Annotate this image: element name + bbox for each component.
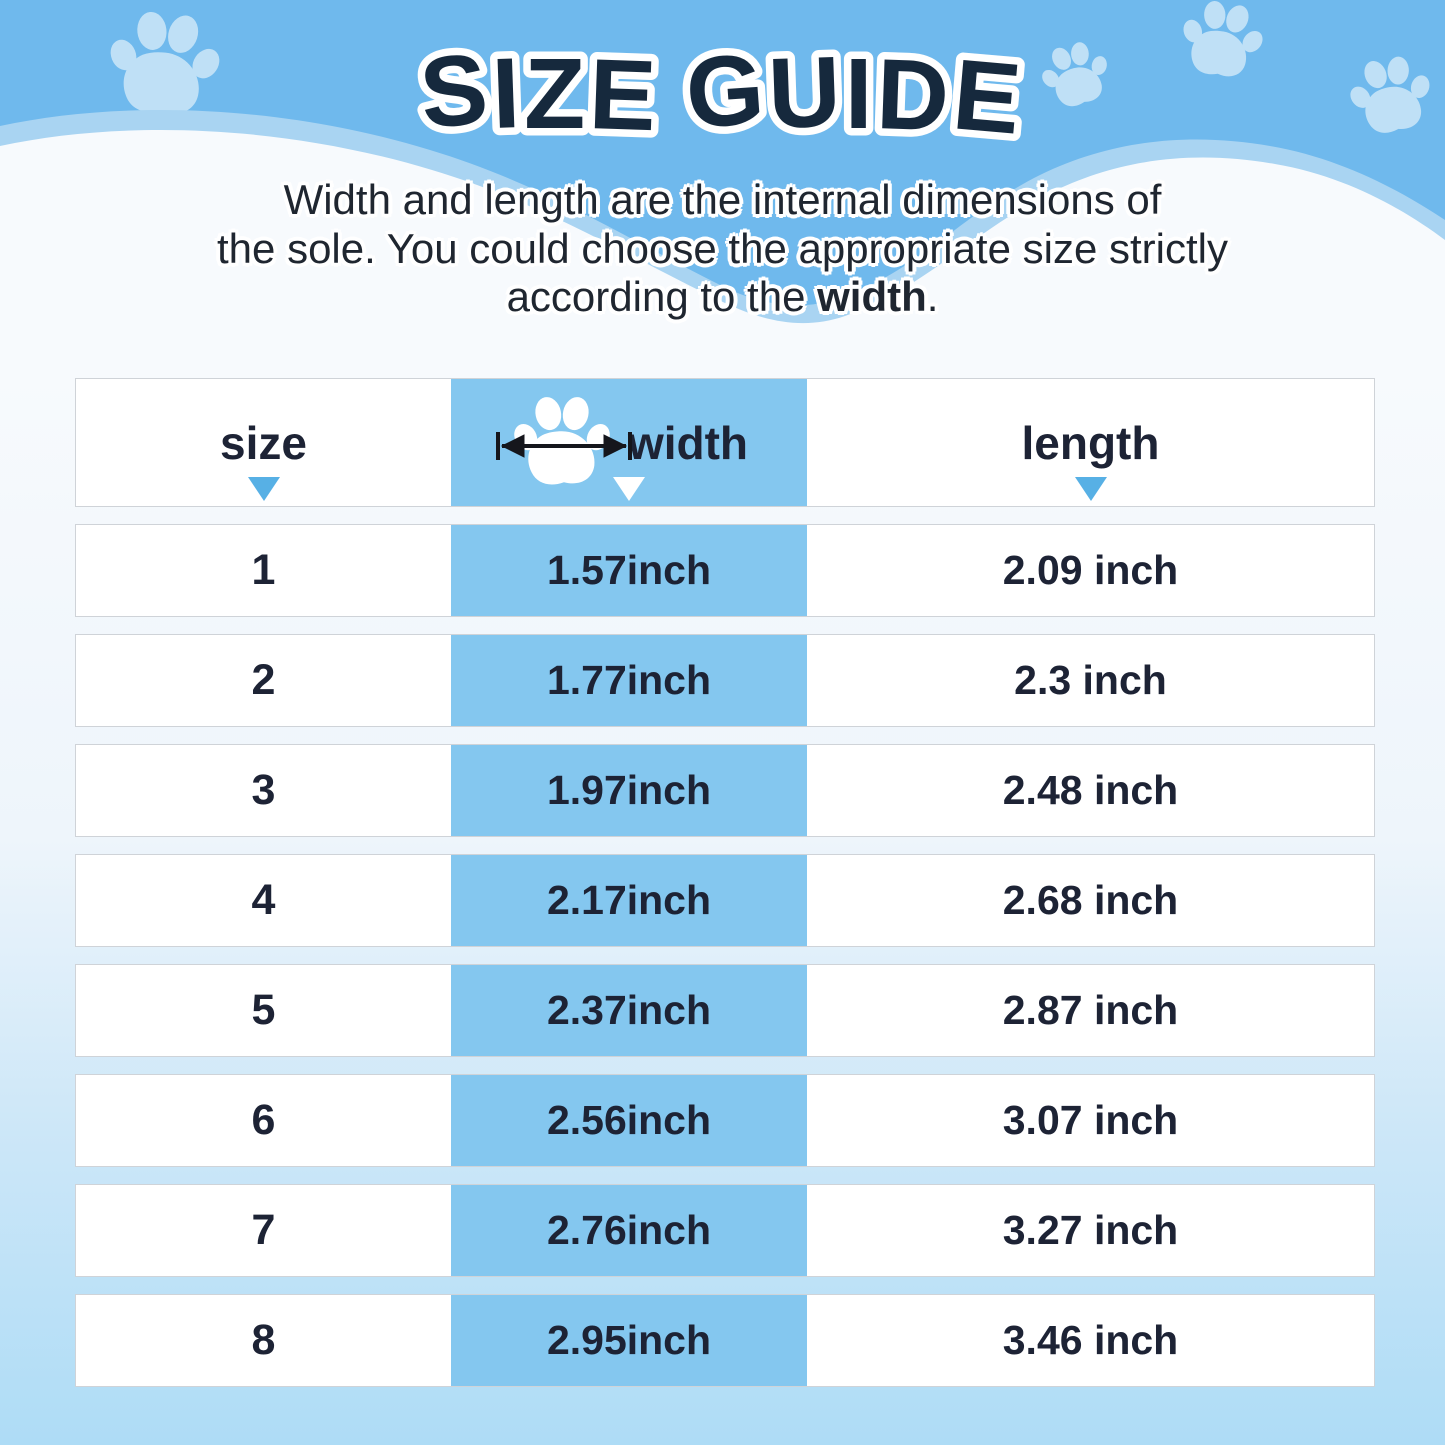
horizontal-double-arrow-icon [495,431,632,460]
table-row: 5 2.37inch 2.87 inch [75,964,1375,1057]
width-cell: 1.57inch [451,525,807,616]
width-cell: 1.97inch [451,745,807,836]
length-cell: 2.3 inch [1014,657,1167,703]
size-cell: 4 [251,876,276,924]
down-triangle-icon [613,477,645,501]
size-cell: 1 [251,546,276,594]
subtitle: Width and length are the internal dimens… [0,176,1445,322]
length-cell: 2.48 inch [1002,767,1179,813]
size-table: size [75,378,1375,1387]
column-header-size: size [76,379,451,506]
subtitle-line: Width and length are the internal dimens… [283,176,1162,223]
length-cell: 3.46 inch [1002,1317,1179,1363]
width-measure-icon-group [495,394,632,492]
size-cell: 6 [251,1096,276,1144]
length-cell: 2.68 inch [1002,877,1179,923]
width-cell: 2.56inch [451,1075,807,1166]
wave-background [0,0,1445,370]
width-cell: 2.17inch [451,855,807,946]
width-cell: 2.76inch [451,1185,807,1276]
page-title: SIZE GUIDE [416,32,1028,156]
size-cell: 2 [251,656,276,704]
table-header-row: size [75,378,1375,507]
length-cell: 3.27 inch [1002,1207,1179,1253]
table-row: 8 2.95inch 3.46 inch [75,1294,1375,1387]
width-cell: 2.95inch [451,1295,807,1386]
length-cell: 2.09 inch [1002,547,1179,593]
size-cell: 5 [251,986,276,1034]
width-cell: 1.77inch [451,635,807,726]
size-cell: 7 [251,1206,276,1254]
column-header-width: width [451,379,807,506]
table-row: 3 1.97inch 2.48 inch [75,744,1375,837]
length-cell: 2.87 inch [1002,987,1179,1033]
size-cell: 3 [251,766,276,814]
subtitle-line: the sole. You could choose the appropria… [217,224,1228,272]
column-header-length: length [807,379,1374,506]
size-cell: 8 [251,1316,276,1364]
length-cell: 3.07 inch [1002,1097,1179,1143]
width-header-label: width [627,416,749,469]
down-triangle-icon [247,477,280,501]
table-row: 4 2.17inch 2.68 inch [75,854,1375,947]
table-row: 1 1.57inch 2.09 inch [75,524,1375,617]
size-header-label: size [220,416,307,469]
down-triangle-icon [1074,477,1107,501]
subtitle-bold-word: width [817,273,927,321]
width-cell: 2.37inch [451,965,807,1056]
table-row: 7 2.76inch 3.27 inch [75,1184,1375,1277]
table-row: 6 2.56inch 3.07 inch [75,1074,1375,1167]
subtitle-line: according to the width. [506,273,939,321]
length-header-label: length [1021,416,1160,469]
title-banner: SIZE GUIDE [408,25,1032,164]
table-row: 2 1.77inch 2.3 inch [75,634,1375,727]
